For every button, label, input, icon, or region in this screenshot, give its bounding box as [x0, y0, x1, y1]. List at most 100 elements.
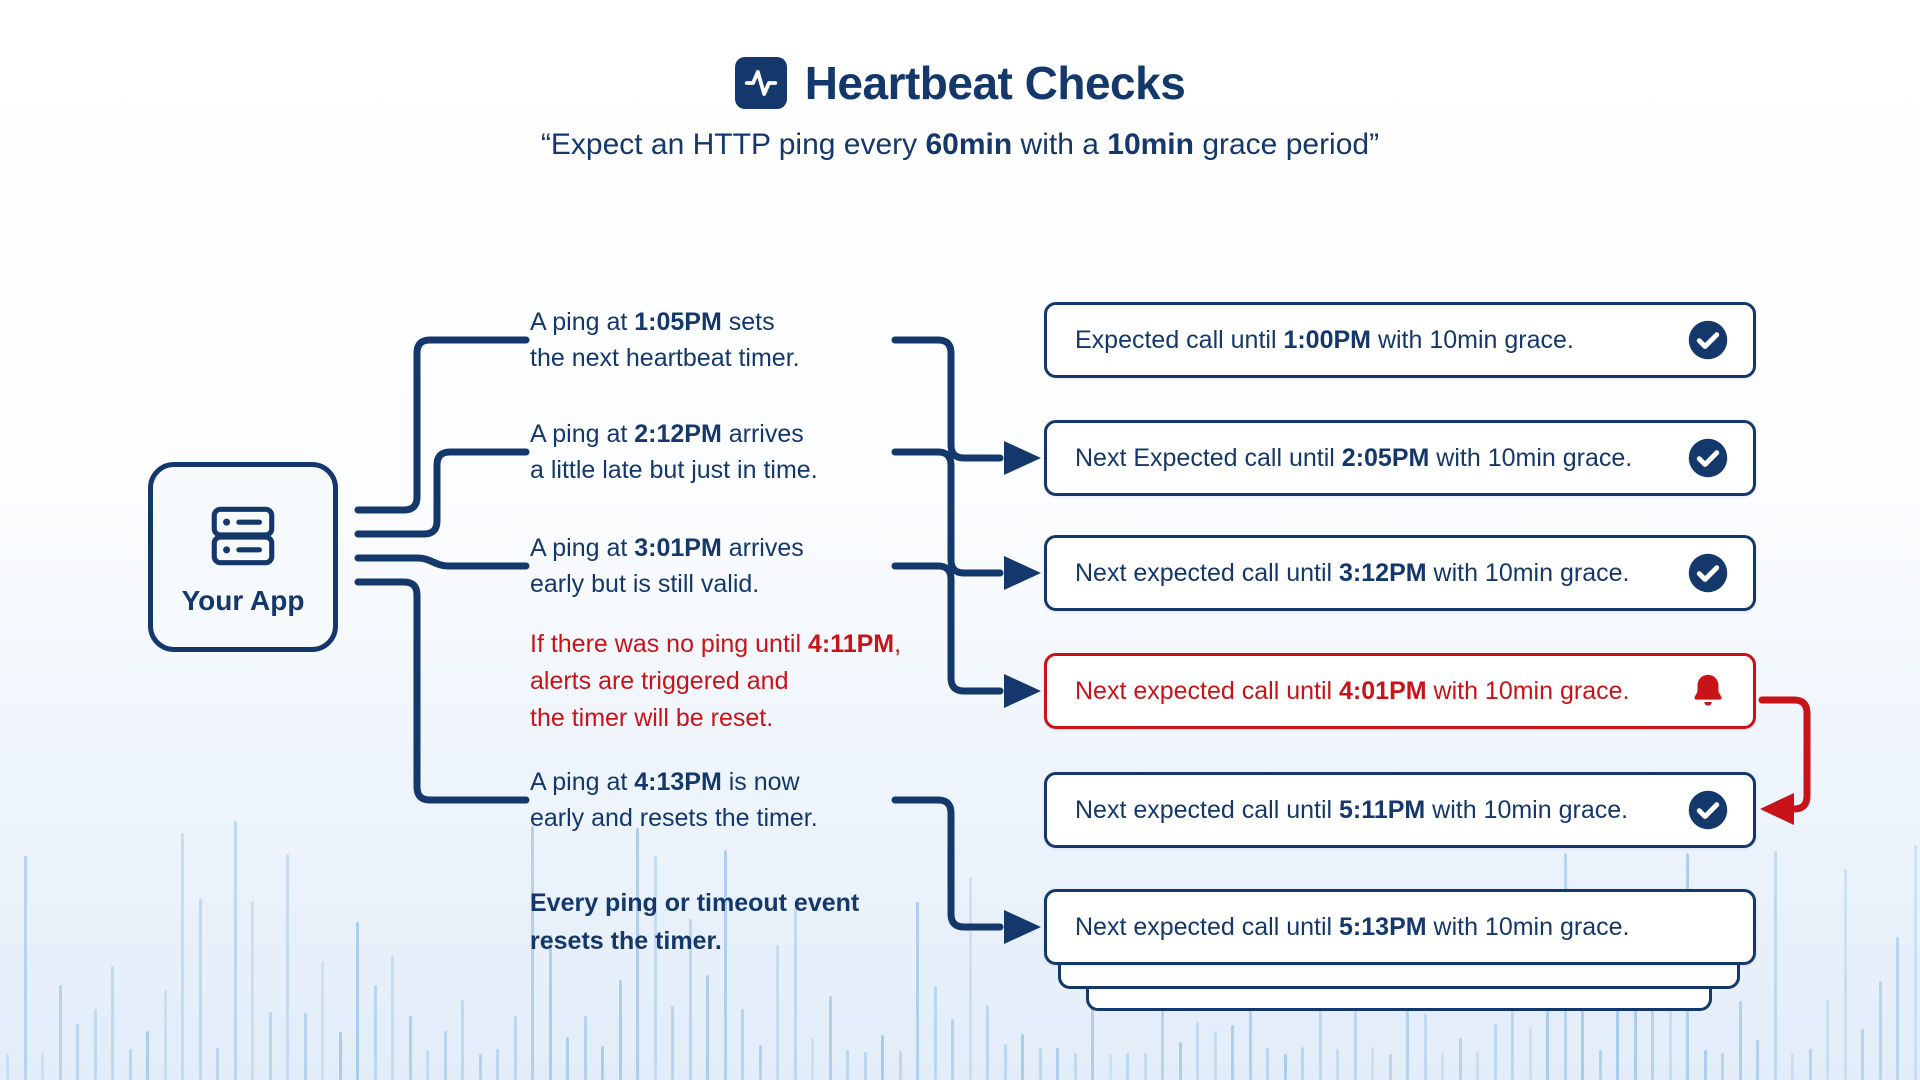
connector-ping2-to-box3 — [891, 448, 1004, 577]
waveform-bar — [986, 1005, 989, 1080]
status-box-3: Next expected call until 3:12PM with 10m… — [1044, 535, 1756, 611]
status-box-5: Next expected call until 5:11PM with 10m… — [1044, 772, 1756, 848]
waveform-bar — [863, 1052, 867, 1080]
waveform-bar — [1528, 1027, 1532, 1080]
waveform-bar — [1283, 1054, 1287, 1080]
waveform-bar — [1546, 1011, 1549, 1080]
annotation-ping-3: A ping at 3:01PM arrives early but is st… — [530, 534, 804, 598]
waveform-bar — [496, 1049, 499, 1080]
waveform-bar — [146, 1031, 149, 1080]
branch-to-annotation-5 — [354, 578, 530, 804]
waveform-bar — [1598, 1050, 1602, 1080]
waveform-bar — [566, 1037, 569, 1080]
waveform-bar — [128, 1049, 132, 1080]
waveform-bar — [811, 1037, 814, 1080]
waveform-bar — [513, 1016, 517, 1080]
check-circle-icon — [1687, 437, 1729, 479]
waveform-bar — [216, 1048, 219, 1080]
waveform-bar — [968, 877, 972, 1080]
waveform-bar — [1511, 1003, 1514, 1080]
waveform-bar — [1231, 1025, 1234, 1080]
waveform-bar — [1301, 1047, 1304, 1080]
waveform-bar — [93, 1009, 97, 1080]
check-circle-icon — [1687, 552, 1729, 594]
waveform-bar — [1861, 1029, 1864, 1080]
waveform-bar — [58, 985, 62, 1080]
waveform-bar — [1808, 1049, 1812, 1080]
heartbeat-pulse-icon — [734, 57, 787, 109]
status-box-6: Next expected call until 5:13PM with 10m… — [1044, 889, 1756, 965]
waveform-bar — [1843, 869, 1847, 1080]
check-circle-icon — [1687, 319, 1729, 361]
waveform-bar — [881, 1035, 884, 1080]
waveform-bar — [1126, 1053, 1129, 1080]
waveform-bar — [321, 961, 324, 1080]
waveform-bar — [741, 1009, 744, 1080]
waveform-bar — [1756, 1040, 1759, 1080]
waveform-bar — [76, 1024, 79, 1080]
waveform-bar — [268, 1012, 272, 1080]
status-box-2: Next Expected call until 2:05PM with 10m… — [1044, 420, 1756, 496]
server-icon — [211, 506, 275, 566]
waveform-bar — [916, 902, 919, 1080]
waveform-bar — [1371, 1047, 1374, 1080]
waveform-bar — [1878, 981, 1882, 1080]
waveform-bar — [1773, 851, 1777, 1080]
waveform-bar — [426, 1050, 429, 1080]
waveform-bar — [583, 1016, 587, 1080]
waveform-bar — [443, 1031, 447, 1080]
connector-ping5-to-box6 — [891, 796, 1004, 931]
arrowhead-box3 — [1004, 556, 1041, 590]
waveform-bar — [41, 1053, 44, 1080]
waveform-bar — [233, 821, 237, 1080]
waveform-bar — [1178, 1042, 1182, 1080]
waveform-bar — [251, 901, 254, 1080]
waveform-bar — [1021, 1034, 1024, 1080]
waveform-bar — [618, 980, 622, 1080]
arrowhead-box2 — [1004, 441, 1041, 475]
status-box-4-alert: Next expected call until 4:01PM with 10m… — [1044, 653, 1756, 729]
waveform-bar — [303, 1013, 307, 1080]
alert-reset-arrow-path — [1758, 696, 1811, 813]
waveform-bar — [1196, 1022, 1199, 1080]
waveform-bar — [706, 975, 709, 1080]
waveform-bar — [846, 1050, 849, 1080]
waveform-bar — [356, 922, 359, 1080]
waveform-bar — [163, 990, 167, 1080]
waveform-bar — [1056, 1048, 1059, 1080]
annotation-timeout-alert: If there was no ping until 4:11PM, alert… — [530, 630, 902, 732]
annotation-ping-5: A ping at 4:13PM is now early and resets… — [530, 768, 818, 832]
status-box-1: Expected call until 1:00PM with 10min gr… — [1044, 302, 1756, 378]
your-app-node: Your App — [148, 462, 338, 652]
waveform-bar — [373, 985, 377, 1080]
waveform-bar — [898, 1051, 902, 1080]
branch-to-annotation-1 — [354, 336, 530, 514]
waveform-bar — [828, 996, 832, 1080]
check-circle-icon — [1687, 789, 1729, 831]
annotation-ping-2: A ping at 2:12PM arrives a little late b… — [530, 420, 818, 484]
connector-ping1-to-box2 — [891, 336, 1004, 462]
header: Heartbeat Checks “Expect an HTTP ping ev… — [0, 0, 1920, 162]
waveform-bar — [286, 854, 289, 1080]
waveform-bar — [1738, 1001, 1742, 1080]
waveform-bar — [776, 945, 779, 1080]
waveform-bar — [1791, 1053, 1794, 1080]
waveform-bar — [478, 1054, 482, 1080]
page-title: Heartbeat Checks — [804, 57, 1186, 109]
waveform-bar — [1476, 1052, 1479, 1080]
waveform-bar — [1896, 937, 1899, 1080]
title-row: Heartbeat Checks — [734, 56, 1186, 110]
waveform-bar — [1493, 1024, 1497, 1080]
connector-ping3-to-box4 — [891, 562, 1004, 695]
waveform-bar — [1003, 1044, 1007, 1080]
arrowhead-box4 — [1004, 674, 1041, 708]
waveform-bar — [198, 899, 202, 1080]
your-app-label: Your App — [181, 585, 305, 616]
waveform-bar — [391, 956, 394, 1080]
waveform-bar — [671, 1006, 674, 1080]
waveform-bar — [601, 1046, 604, 1080]
waveform-bar — [1913, 845, 1917, 1080]
waveform-bar — [1213, 1031, 1217, 1080]
waveform-bar — [338, 1032, 342, 1080]
